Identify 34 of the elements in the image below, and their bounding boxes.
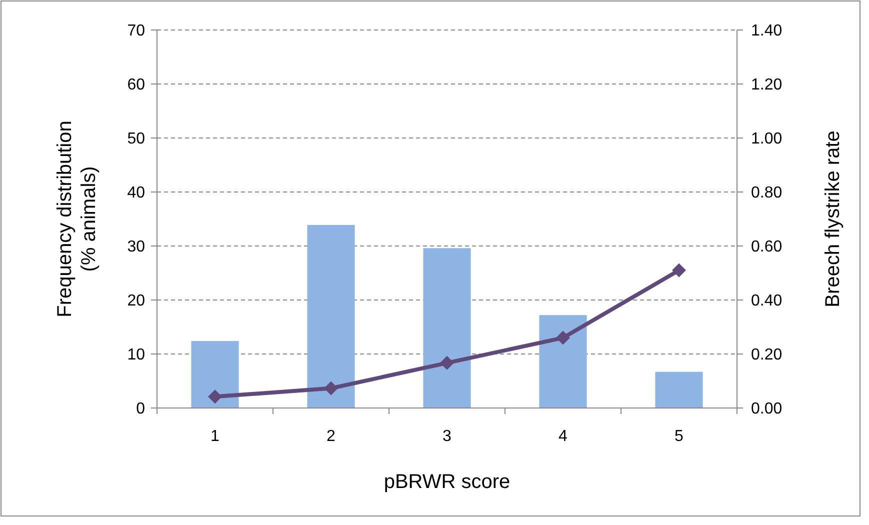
x-tick-label: 3 bbox=[442, 428, 452, 445]
y-tick-label: 40 bbox=[127, 184, 146, 202]
bar bbox=[539, 315, 587, 408]
bar bbox=[191, 341, 239, 408]
x-tick-label: 1 bbox=[210, 428, 220, 445]
x-tick-label: 2 bbox=[326, 428, 336, 445]
point bbox=[440, 356, 454, 370]
point bbox=[208, 390, 222, 404]
y2-tick-label: 1.20 bbox=[751, 76, 782, 94]
x-axis-title: pBRWR score bbox=[384, 471, 510, 493]
y2-tick-label: 0.20 bbox=[751, 346, 782, 364]
y-tick-label: 70 bbox=[127, 22, 146, 40]
y-axis-title: Frequency distribution (% animals) bbox=[54, 120, 100, 318]
y-tick-label: 60 bbox=[127, 76, 146, 94]
y2-axis-title: Breech flystrike rate bbox=[822, 130, 844, 308]
x-tick-label: 4 bbox=[558, 428, 568, 445]
y-tick-label: 10 bbox=[127, 346, 146, 364]
bar bbox=[655, 372, 703, 408]
y2-tick-label: 0.80 bbox=[751, 184, 782, 202]
y2-tick-label: 1.00 bbox=[751, 130, 782, 148]
y2-tick-label: 0.60 bbox=[751, 238, 782, 256]
point bbox=[556, 330, 570, 345]
bar bbox=[423, 248, 471, 408]
y-tick-label: 50 bbox=[127, 130, 146, 148]
y-tick-label: 30 bbox=[127, 238, 146, 256]
y-tick-label: 20 bbox=[127, 292, 146, 310]
x-tick-label: 5 bbox=[674, 428, 684, 445]
y-tick-label: 0 bbox=[136, 400, 146, 418]
y2-tick-label: 0.40 bbox=[751, 292, 782, 310]
bar bbox=[307, 224, 355, 408]
y2-tick-label: 1.40 bbox=[751, 22, 782, 40]
point bbox=[324, 381, 338, 396]
y2-tick-label: 0.00 bbox=[751, 400, 782, 418]
point bbox=[672, 263, 686, 278]
